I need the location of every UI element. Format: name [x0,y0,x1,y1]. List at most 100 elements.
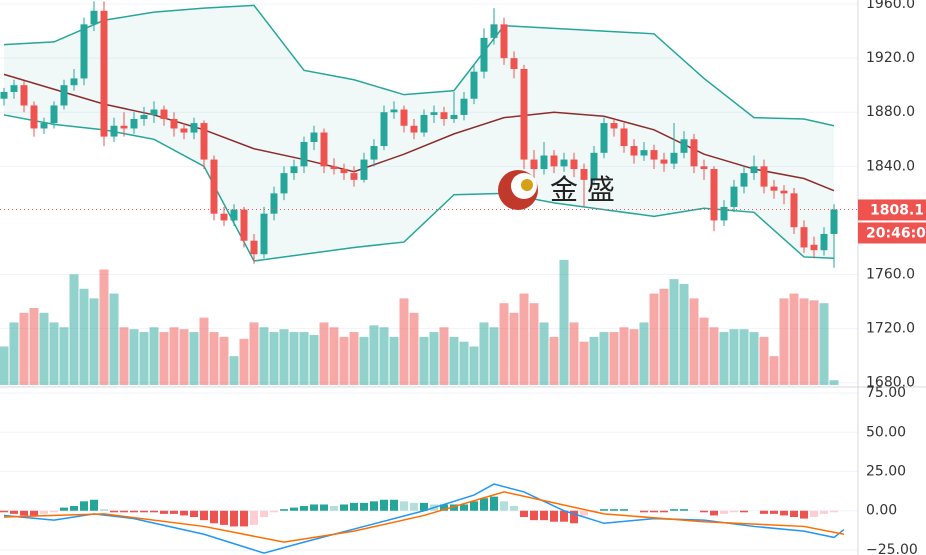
candle-body [100,10,108,137]
candle-body [670,152,678,164]
histogram-bar [190,510,198,518]
volume-bar [829,380,839,385]
volume-bar [349,332,359,385]
histogram-bar [470,501,478,511]
candle-body [170,119,178,129]
volume-bar [119,327,129,385]
histogram-bar [500,501,508,511]
candle-body [760,166,768,187]
candle-body [420,114,428,133]
histogram-bar [360,502,368,511]
y-tick-label: 50.00 [866,424,906,440]
volume-bar [779,298,789,385]
histogram-bar [250,510,258,525]
volume-bar [749,332,759,385]
volume-bar [319,322,329,385]
histogram-bar [110,510,118,513]
candle-body [390,109,398,113]
candle-body [610,123,618,129]
volume-bar [469,346,479,385]
candle-body [640,150,648,156]
band-fill [4,5,834,261]
volume-bar [619,327,629,385]
candle-body [770,186,778,191]
volume-bar [309,334,319,385]
histogram-bar [310,504,318,511]
volume-bar [229,356,239,385]
candle-body [410,125,418,133]
volume-bar [519,293,529,385]
candle-body [530,159,538,170]
volume-bar [799,298,809,385]
volume-bar [59,327,69,385]
histogram-bar [610,509,618,511]
histogram-bar [720,510,728,514]
histogram-bar [330,506,338,511]
volume-bar [499,303,509,385]
candle-body [400,109,408,126]
volume-bar [819,303,829,385]
volume-bar [789,293,799,385]
volume-bar [539,322,549,385]
candle-body [210,159,218,214]
volume-bar [679,283,689,385]
candle-body [800,227,808,248]
volume-bar [159,332,169,385]
volume-bar [769,356,779,385]
volume-bar [249,322,259,385]
indicator-line [3,73,835,192]
y-tick-label: 75.00 [866,385,906,401]
volume-bar [339,336,349,385]
volume-bar [729,329,739,385]
candle-body [300,141,308,167]
volume-bar [419,336,429,385]
volume-bar [529,303,539,385]
candle-body [520,68,528,160]
volume-bar [759,336,769,385]
histogram-bar [90,499,98,511]
candle-body [590,152,598,180]
volume-bar [589,336,599,385]
candle-body [820,233,828,251]
candle-body [250,240,258,255]
volume-bar [199,317,209,385]
histogram-bar [550,510,558,522]
volume-bar [179,329,189,385]
candle-body [600,123,608,153]
histogram-bar [400,501,408,511]
y-tick-label: 1680.0 [866,375,915,391]
volume-bar [89,298,99,385]
volume-bar [259,327,269,385]
histogram-bar [220,510,228,525]
volume-bar [669,279,679,385]
candle-body [620,128,628,147]
histogram-bar [380,499,388,511]
candle-body [730,186,738,207]
volume-bar [69,274,79,385]
candle-body [50,105,58,124]
candle-body [780,190,788,194]
histogram-bar [300,506,308,511]
y-tick-label: 1760.0 [866,267,915,283]
candle-body [450,114,458,120]
histogram-bar [530,510,538,521]
volume-bar [0,346,9,385]
candle-body [790,193,798,228]
volume-bar [19,312,29,385]
candle-body [560,159,568,167]
countdown-tag [858,222,926,244]
candle-body [150,109,158,115]
candle-body [0,91,8,99]
volume-bar [599,332,609,385]
histogram-bar [70,506,78,511]
histogram-bar [620,509,628,511]
histogram-bar [240,510,248,527]
candle-body [810,244,818,251]
histogram-bar [560,510,568,522]
volume-bar [439,327,449,385]
histogram-bar [570,510,578,524]
volume-bar [449,336,459,385]
volume-bar [219,336,229,385]
watermark-logo [498,170,538,210]
histogram-bar [270,510,278,513]
